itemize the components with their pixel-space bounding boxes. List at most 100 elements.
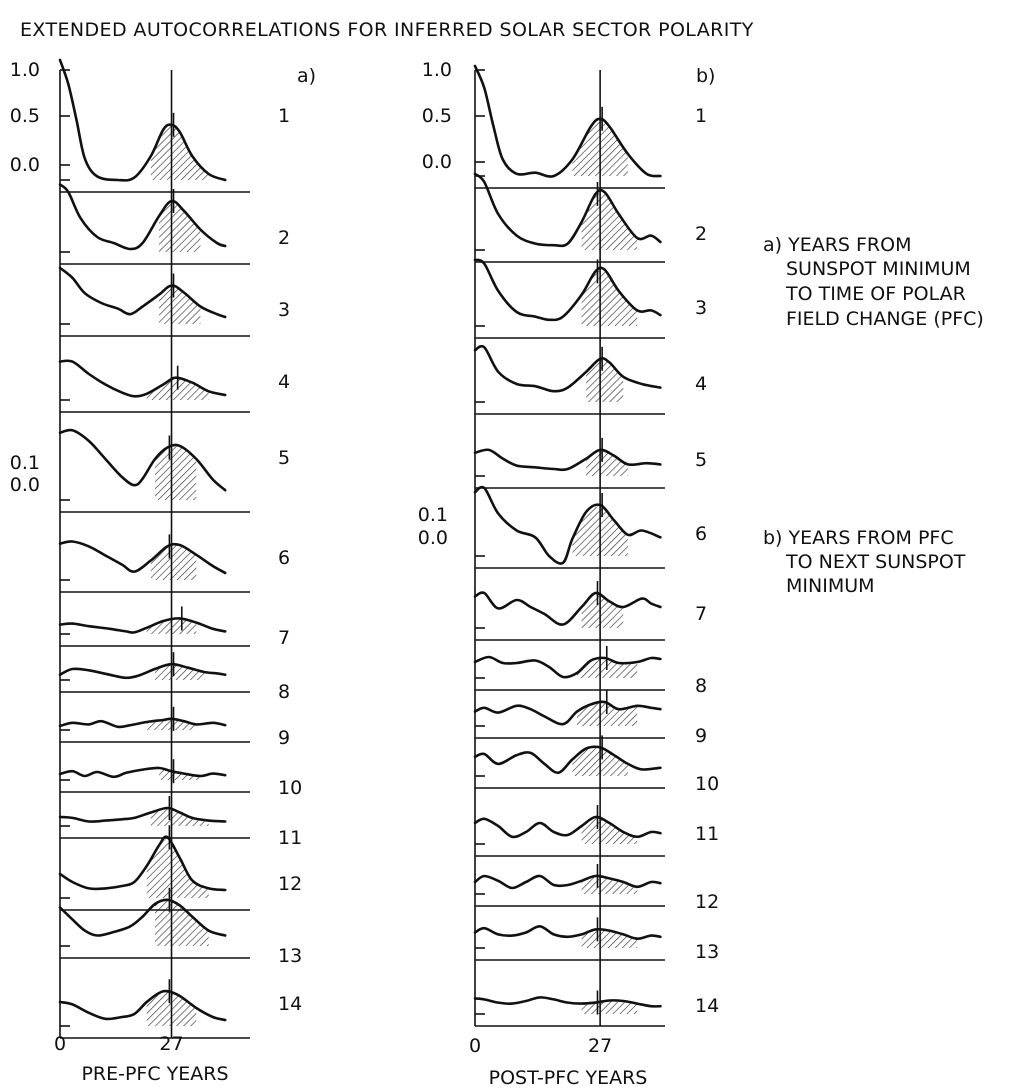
peak-hatch xyxy=(146,837,209,898)
series-label: 10 xyxy=(695,773,719,795)
y-tick-label: 1.0 xyxy=(10,59,40,81)
peak-hatch xyxy=(581,876,638,894)
peak-hatch xyxy=(155,899,209,946)
peak-hatch xyxy=(155,445,197,500)
y-tick-label: 0.0 xyxy=(10,474,40,496)
series-curve xyxy=(58,835,227,892)
series-label: 14 xyxy=(278,993,302,1015)
figure-title: EXTENDED AUTOCORRELATIONS FOR INFERRED S… xyxy=(20,19,754,41)
series-curve xyxy=(473,591,662,626)
series-curve xyxy=(58,428,227,492)
x-tick-label: 0 xyxy=(54,1033,66,1055)
series-curve xyxy=(58,766,227,779)
peak-hatch xyxy=(581,929,638,948)
peak-hatch xyxy=(155,664,205,680)
series-curve xyxy=(58,58,227,182)
series-curve xyxy=(473,815,662,839)
x-tick-label: 27 xyxy=(159,1033,183,1055)
y-tick-label: 0.0 xyxy=(418,527,448,549)
peak-hatch xyxy=(159,201,201,252)
peak-hatch xyxy=(581,269,638,326)
y-tick-label: 1.0 xyxy=(422,59,452,81)
note-b-line-3: MINIMUM xyxy=(786,575,875,597)
panel-label: b) xyxy=(696,65,715,87)
y-tick-label: 0.1 xyxy=(418,504,448,526)
series-curve xyxy=(58,540,227,575)
y-tick-label: 0.1 xyxy=(10,452,40,474)
peak-hatch xyxy=(586,358,624,402)
series-label: 13 xyxy=(695,941,719,963)
note-a-line-4: FIELD CHANGE (PFC) xyxy=(786,308,984,330)
series-label: 1 xyxy=(278,105,290,127)
x-axis-label: POST-PFC YEARS xyxy=(489,1067,648,1088)
x-tick-label: 0 xyxy=(469,1035,481,1057)
series-label: 9 xyxy=(278,727,290,749)
series-curve xyxy=(58,806,227,823)
series-curve xyxy=(58,662,227,680)
series-curve xyxy=(473,700,662,726)
series-curve xyxy=(58,989,227,1022)
series-label: 13 xyxy=(278,945,302,967)
series-label: 1 xyxy=(695,105,707,127)
series-curve xyxy=(473,925,662,940)
peak-hatch xyxy=(581,593,624,628)
note-b-line-1: b) YEARS FROM PFC xyxy=(763,527,954,549)
series-curve xyxy=(473,448,662,472)
series-label: 7 xyxy=(695,603,707,625)
series-label: 8 xyxy=(278,681,290,703)
series-label: 6 xyxy=(278,547,290,569)
series-curve xyxy=(58,717,227,729)
series-curve xyxy=(473,745,662,775)
note-a-line-3: TO TIME OF POLAR xyxy=(785,283,966,305)
series-label: 7 xyxy=(278,627,290,649)
peak-hatch xyxy=(150,545,197,580)
series-curve xyxy=(58,266,227,319)
note-a-line-2: SUNSPOT MINIMUM xyxy=(786,258,971,280)
series-curve xyxy=(473,64,662,178)
series-curve xyxy=(473,485,662,565)
series-label: 11 xyxy=(695,823,719,845)
series-curve xyxy=(473,344,662,393)
series-curve xyxy=(473,874,662,890)
y-tick-label: 0.0 xyxy=(422,151,452,173)
series-curve xyxy=(473,172,662,248)
series-label: 3 xyxy=(278,299,290,321)
series-curve xyxy=(58,359,227,398)
series-label: 8 xyxy=(695,675,707,697)
peak-hatch xyxy=(150,124,209,180)
series-curve xyxy=(473,655,662,679)
x-axis-label: PRE-PFC YEARS xyxy=(81,1063,228,1085)
series-curve xyxy=(473,258,662,322)
peak-hatch xyxy=(159,285,201,324)
series-label: 3 xyxy=(695,297,707,319)
series-label: 2 xyxy=(278,227,290,249)
peak-hatch xyxy=(572,505,628,556)
note-b: b) YEARS FROM PFC TO NEXT SUNSPOT MINIMU… xyxy=(763,527,966,597)
peak-hatch xyxy=(586,449,628,476)
series-label: 4 xyxy=(695,373,707,395)
note-b-line-2: TO NEXT SUNSPOT xyxy=(785,551,966,573)
series-curve xyxy=(58,617,227,634)
y-tick-label: 0.5 xyxy=(422,105,452,127)
series-label: 10 xyxy=(278,777,302,799)
peak-hatch xyxy=(150,808,209,826)
series-label: 14 xyxy=(695,995,719,1017)
peak-hatch xyxy=(146,618,197,634)
peak-hatch xyxy=(581,817,638,844)
y-tick-label: 0.0 xyxy=(10,154,40,176)
series-curve xyxy=(58,183,227,251)
y-tick-label: 0.5 xyxy=(10,105,40,127)
series-label: 11 xyxy=(278,827,302,849)
series-label: 2 xyxy=(695,223,707,245)
peak-hatch xyxy=(572,118,628,176)
series-label: 5 xyxy=(278,447,290,469)
peak-hatch xyxy=(581,192,638,250)
series-label: 12 xyxy=(695,891,719,913)
series-label: 12 xyxy=(278,873,302,895)
series-label: 9 xyxy=(695,725,707,747)
series-label: 5 xyxy=(695,449,707,471)
x-tick-label: 27 xyxy=(588,1035,612,1057)
note-a: a) YEARS FROM SUNSPOT MINIMUM TO TIME OF… xyxy=(763,234,984,330)
